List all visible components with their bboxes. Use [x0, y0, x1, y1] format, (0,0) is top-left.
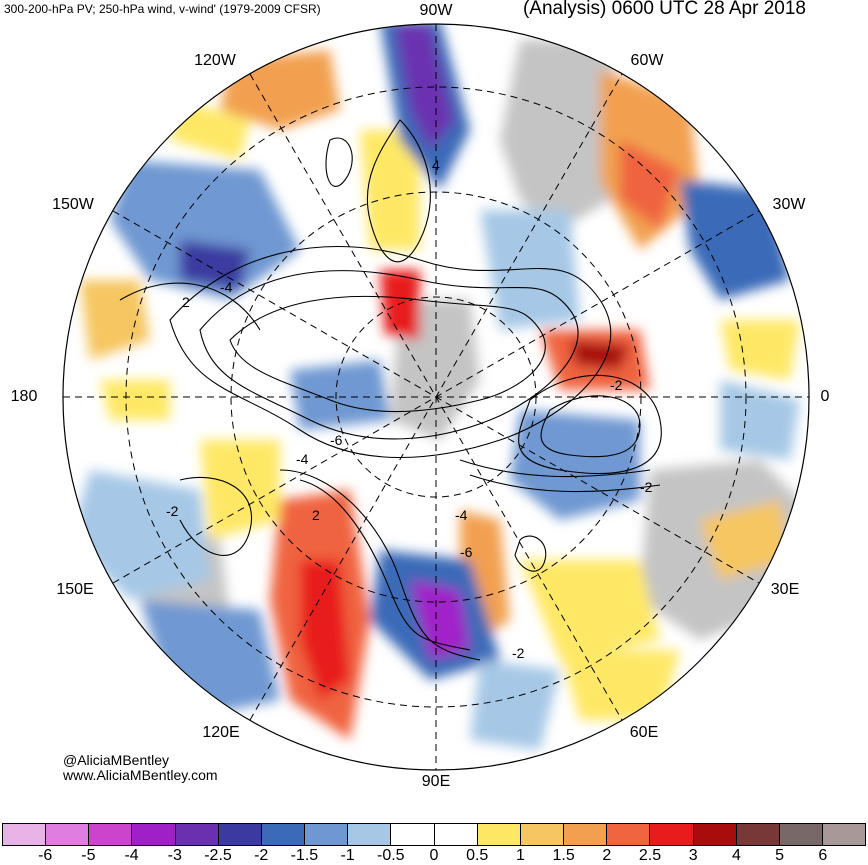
analysis-time: (Analysis) 0600 UTC 28 Apr 2018	[522, 0, 806, 19]
map-title: 300-200-hPa PV; 250-hPa wind, v-wind' (1…	[4, 2, 321, 16]
lon-label-150w: 150W	[52, 196, 94, 213]
contour-value-labels: 4 2 -4 -6 -4 -2 2 -2 -4 -6 -2 -2	[166, 157, 653, 661]
colorbar-box	[779, 824, 823, 845]
credit-twitter: @AliciaMBentley	[63, 752, 170, 768]
colorbar-tick-label: -1	[340, 847, 355, 864]
colorbar-box	[434, 824, 478, 845]
contour-label: 2	[312, 507, 320, 523]
colorbar-box	[175, 824, 219, 845]
colorbar-box	[46, 824, 90, 845]
colorbar-tick-label: -4	[124, 847, 139, 864]
colorbar-tick-label: -0.5	[377, 847, 405, 864]
colorbar-tick-label: -2	[254, 847, 269, 864]
lon-label-150e: 150E	[56, 581, 94, 598]
colorbar-box	[89, 824, 133, 845]
colorbar-box	[477, 824, 521, 845]
colorbar-tick-label: 2	[602, 847, 612, 864]
lon-label-120w: 120W	[194, 52, 236, 69]
colorbar-box	[132, 824, 176, 845]
colorbar-tick-label: 5	[775, 847, 785, 864]
colorbar-box	[218, 824, 262, 845]
credit-website: www.AliciaMBentley.com	[63, 767, 218, 783]
lon-label-90w: 90W	[419, 2, 453, 19]
contour-label: 4	[432, 157, 440, 173]
colorbar-tick-label: 3	[688, 847, 698, 864]
lon-label-60e: 60E	[629, 724, 659, 741]
colorbar	[2, 823, 866, 846]
colorbar-ticks: -6 -5 -4 -3 -2.5 -2 -1.5 -1 -0.5 0 0.5 1 1.5 2 2.5 3 4 5 6	[2, 847, 866, 865]
lon-label-90e: 90E	[421, 773, 451, 790]
colorbar-box	[693, 824, 737, 845]
colorbar-tick-label: -2.5	[204, 847, 232, 864]
colorbar-box	[391, 824, 435, 845]
lon-label-120e: 120E	[202, 724, 240, 741]
colorbar-tick-label: 1	[515, 847, 525, 864]
contour-label: -6	[460, 544, 473, 560]
colorbar-tick-label: 4	[731, 847, 741, 864]
colorbar-box	[607, 824, 651, 845]
colorbar-box	[305, 824, 349, 845]
pv-anomaly-field	[63, 24, 809, 770]
contour-label: -2	[166, 503, 179, 519]
colorbar-tick-label: 0	[429, 847, 439, 864]
contour-label: -2	[610, 377, 623, 393]
contour-label: -2	[640, 479, 653, 495]
colorbar-tick-label: 2.5	[638, 847, 662, 864]
colorbar-tick-label: 6	[818, 847, 828, 864]
colorbar-box	[736, 824, 780, 845]
contour-label: -4	[296, 451, 309, 467]
colorbar-tick-label: -6	[38, 847, 53, 864]
colorbar-tick-label: -5	[81, 847, 96, 864]
colorbar-box	[348, 824, 392, 845]
contour-label: -6	[330, 432, 343, 448]
contour-label: -4	[455, 507, 468, 523]
lon-label-180: 180	[10, 388, 38, 405]
colorbar-box	[650, 824, 694, 845]
map-boundary	[62, 23, 810, 771]
colorbar-tick-label: 1.5	[552, 847, 575, 864]
colorbar-tick-label: 0.5	[466, 847, 489, 864]
contour-label: -4	[220, 279, 233, 295]
lon-label-30w: 30W	[772, 196, 806, 213]
contour-label: 2	[182, 294, 190, 310]
lon-label-30e: 30E	[770, 581, 800, 598]
colorbar-box	[3, 824, 47, 845]
colorbar-tick-label: -1.5	[290, 847, 319, 864]
colorbar-box	[520, 824, 565, 845]
lon-label-60w: 60W	[630, 52, 664, 69]
polar-map: 4 2 -4 -6 -4 -2 2 -2 -4 -6 -2 -2	[62, 23, 810, 771]
lon-label-0: 0	[820, 388, 830, 405]
colorbar-box	[261, 824, 306, 845]
contour-label: -2	[512, 645, 525, 661]
colorbar-box	[564, 824, 608, 845]
colorbar-tick-label: -3	[167, 847, 182, 864]
colorbar-box	[822, 824, 866, 845]
